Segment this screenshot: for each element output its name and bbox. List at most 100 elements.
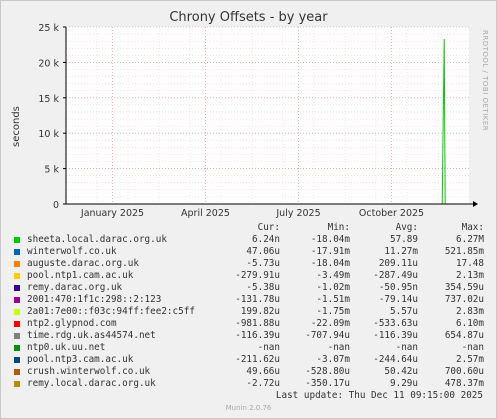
plot-area [66, 27, 469, 204]
legend-avg: 11.27m [384, 246, 418, 257]
legend-swatch [14, 261, 20, 267]
x-tick-label: January 2025 [80, 208, 144, 219]
legend-min: -350.17u [305, 378, 350, 389]
legend-avg: -nan [395, 342, 418, 353]
header-cur: Cur: [257, 222, 280, 233]
legend-max: 737.02u [444, 294, 484, 305]
legend-item: 2001:470:1f1c:298::2:123 -131.78u -1.51m -7… [0, 294, 497, 306]
legend-min: -1.02m [316, 282, 350, 293]
legend-name: crush.winterwolf.co.uk [27, 366, 151, 377]
legend-name: pool.ntp3.cam.ac.uk [27, 354, 134, 365]
header-avg: Avg: [395, 222, 418, 233]
legend-swatch [14, 369, 20, 375]
chart: 0 5 k 10 k 15 k 20 k 25 k January 2025 April 2… [38, 23, 478, 219]
legend-min: -18.04m [310, 258, 350, 269]
header-min: Min: [327, 222, 350, 233]
legend-swatch [14, 297, 20, 303]
legend-name: 2a01:7e00::f03c:94ff:fee2:c5ff [27, 306, 195, 317]
legend-min: -3.07m [316, 354, 350, 365]
legend-header: Cur: Min: Avg: Max: [0, 222, 497, 234]
x-tick-label: October 2025 [359, 208, 424, 219]
legend-name: time.rdg.uk.as44574.net [27, 330, 156, 341]
legend-swatch [14, 285, 20, 291]
legend-max: 2.13m [456, 270, 484, 281]
legend-item: time.rdg.uk.as44574.net -116.39u -707.94u -… [0, 330, 497, 342]
y-tick-label: 15 k [38, 94, 59, 105]
legend-name: 2001:470:1f1c:298::2:123 [27, 294, 162, 305]
last-update: Last update: Thu Dec 11 09:15:00 2025 [275, 390, 483, 401]
legend-avg: 5.57u [390, 306, 418, 317]
legend-item: remy.darac.org.uk -5.38u -1.02m -50.95n 354.… [0, 282, 497, 294]
legend-max: 354.59u [444, 282, 484, 293]
legend-name: ntp2.glypnod.com [27, 318, 117, 329]
y-tick-label: 10 k [38, 129, 59, 140]
legend-cur: -279.91u [235, 270, 280, 281]
legend-max: 17.48 [456, 258, 484, 269]
legend-max: -nan [461, 342, 484, 353]
legend-name: ntp0.uk.uu.net [27, 342, 106, 353]
legend-avg: -533.63u [373, 318, 418, 329]
legend-swatch [14, 333, 20, 339]
legend-min: -1.75m [316, 306, 350, 317]
legend-item: remy.local.darac.org.uk -2.72u -350.17u 9.2… [0, 378, 497, 390]
legend-swatch [14, 381, 20, 387]
x-tick-label: April 2025 [181, 208, 230, 219]
legend-name: winterwolf.co.uk [27, 246, 117, 257]
legend-cur: 6.24n [252, 234, 280, 245]
x-tick-labels: January 2025 April 2025 July 2025 October 2… [80, 208, 424, 219]
legend-avg: -79.14u [378, 294, 418, 305]
legend-cur: -5.38u [246, 282, 280, 293]
legend-item: ntp2.glypnod.com -981.88u -22.09m -533.63u 6… [0, 318, 497, 330]
x-axis-arrow [473, 201, 478, 207]
legend-name: pool.ntp1.cam.ac.uk [27, 270, 134, 281]
axes [65, 27, 478, 207]
legend-item: ntp0.uk.uu.net -nan -nan -nan -nan [0, 342, 497, 354]
legend-cur: -211.62u [235, 354, 280, 365]
legend-cur: -981.88u [235, 318, 280, 329]
legend-item: crush.winterwolf.co.uk 49.66u -528.80u 50.4… [0, 366, 497, 378]
legend-swatch [14, 249, 20, 255]
legend-cur: 49.66u [246, 366, 280, 377]
chart-title: Chrony Offsets - by year [169, 10, 328, 25]
legend-cur: -nan [257, 342, 280, 353]
legend-avg: -116.39u [373, 330, 418, 341]
legend-max: 2.57m [456, 354, 484, 365]
x-tick-label: July 2025 [275, 208, 320, 219]
y-tick-labels: 0 5 k 10 k 15 k 20 k 25 k [38, 23, 59, 211]
legend-swatch [14, 357, 20, 363]
legend-max: 654.87u [444, 330, 484, 341]
legend-min: -3.49m [316, 270, 350, 281]
y-tick-label: 20 k [38, 58, 59, 69]
legend-max: 2.83m [456, 306, 484, 317]
legend-cur: 47.06u [246, 246, 280, 257]
legend-item: auguste.darac.org.uk -5.73u -18.04m 209.11u… [0, 258, 497, 270]
legend-cur: -2.72u [246, 378, 280, 389]
legend-min: -707.94u [305, 330, 350, 341]
legend-min: -22.09m [310, 318, 350, 329]
legend-min: -17.91m [310, 246, 350, 257]
legend-max: 478.37m [444, 378, 484, 389]
legend-avg: 209.11u [378, 258, 418, 269]
legend-cur: 199.82u [240, 306, 280, 317]
legend-max: 6.10m [456, 318, 484, 329]
legend-min: -1.51m [316, 294, 350, 305]
legend-item: 2a01:7e00::f03c:94ff:fee2:c5ff 199.82u -1.… [0, 306, 497, 318]
legend-avg: 9.29u [390, 378, 418, 389]
legend-swatch [14, 237, 20, 243]
legend-item: sheeta.local.darac.org.uk 6.24n -18.04m 57.… [0, 234, 497, 246]
rrdtool-credit: RRDTOOL / TOBI OETIKER [481, 30, 489, 132]
legend-name: remy.local.darac.org.uk [27, 378, 156, 389]
header-max: Max: [461, 222, 484, 233]
legend-min: -nan [327, 342, 350, 353]
legend-avg: -287.49u [373, 270, 418, 281]
legend-avg: 50.42u [384, 366, 418, 377]
legend-swatch [14, 309, 20, 315]
legend-min: -528.80u [305, 366, 350, 377]
legend-max: 700.60u [444, 366, 484, 377]
y-tick-label: 0 [53, 200, 59, 211]
legend-min: -18.04m [310, 234, 350, 245]
y-tick-label: 5 k [44, 165, 59, 176]
legend-cur: -116.39u [235, 330, 280, 341]
legend-max: 6.27M [456, 234, 484, 245]
legend-avg: 57.89 [390, 234, 418, 245]
